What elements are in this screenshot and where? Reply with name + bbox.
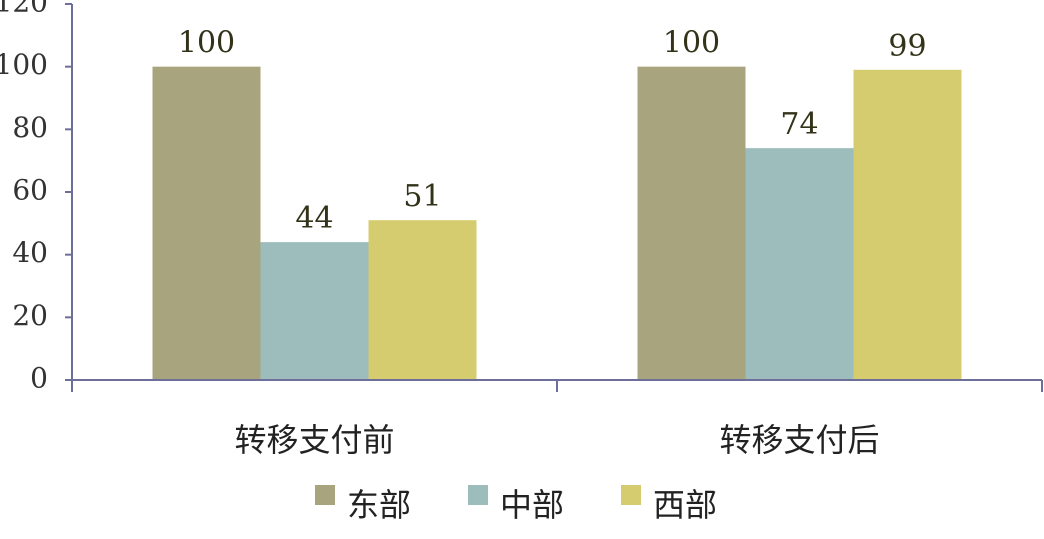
data-label: 51: [403, 179, 441, 214]
y-tick-label: 40: [12, 236, 48, 269]
y-tick-label: 80: [12, 111, 48, 144]
legend-label: 中部: [500, 486, 564, 524]
x-tick-label: 转移支付前: [234, 421, 394, 459]
y-tick-label: 20: [12, 299, 48, 332]
bar: [260, 242, 369, 380]
data-label: 99: [888, 29, 926, 64]
bar: [637, 66, 746, 381]
legend-swatch: [621, 485, 641, 505]
x-tick-label: 转移支付后: [719, 421, 879, 459]
legend-swatch: [468, 485, 488, 505]
bar: [368, 220, 477, 380]
y-tick-label: 0: [30, 362, 48, 395]
legend-label: 东部: [347, 486, 411, 524]
y-tick-label: 100: [0, 48, 48, 81]
legend-swatch: [315, 485, 335, 505]
y-tick-label: 60: [12, 174, 48, 207]
bar: [745, 148, 854, 380]
y-tick-label: 120: [0, 0, 48, 19]
data-label: 74: [780, 107, 818, 142]
data-label: 44: [295, 201, 333, 236]
bar: [152, 66, 261, 381]
data-label: 100: [178, 26, 235, 61]
bar: [853, 69, 962, 381]
data-label: 100: [663, 26, 720, 61]
legend-label: 西部: [653, 486, 717, 524]
